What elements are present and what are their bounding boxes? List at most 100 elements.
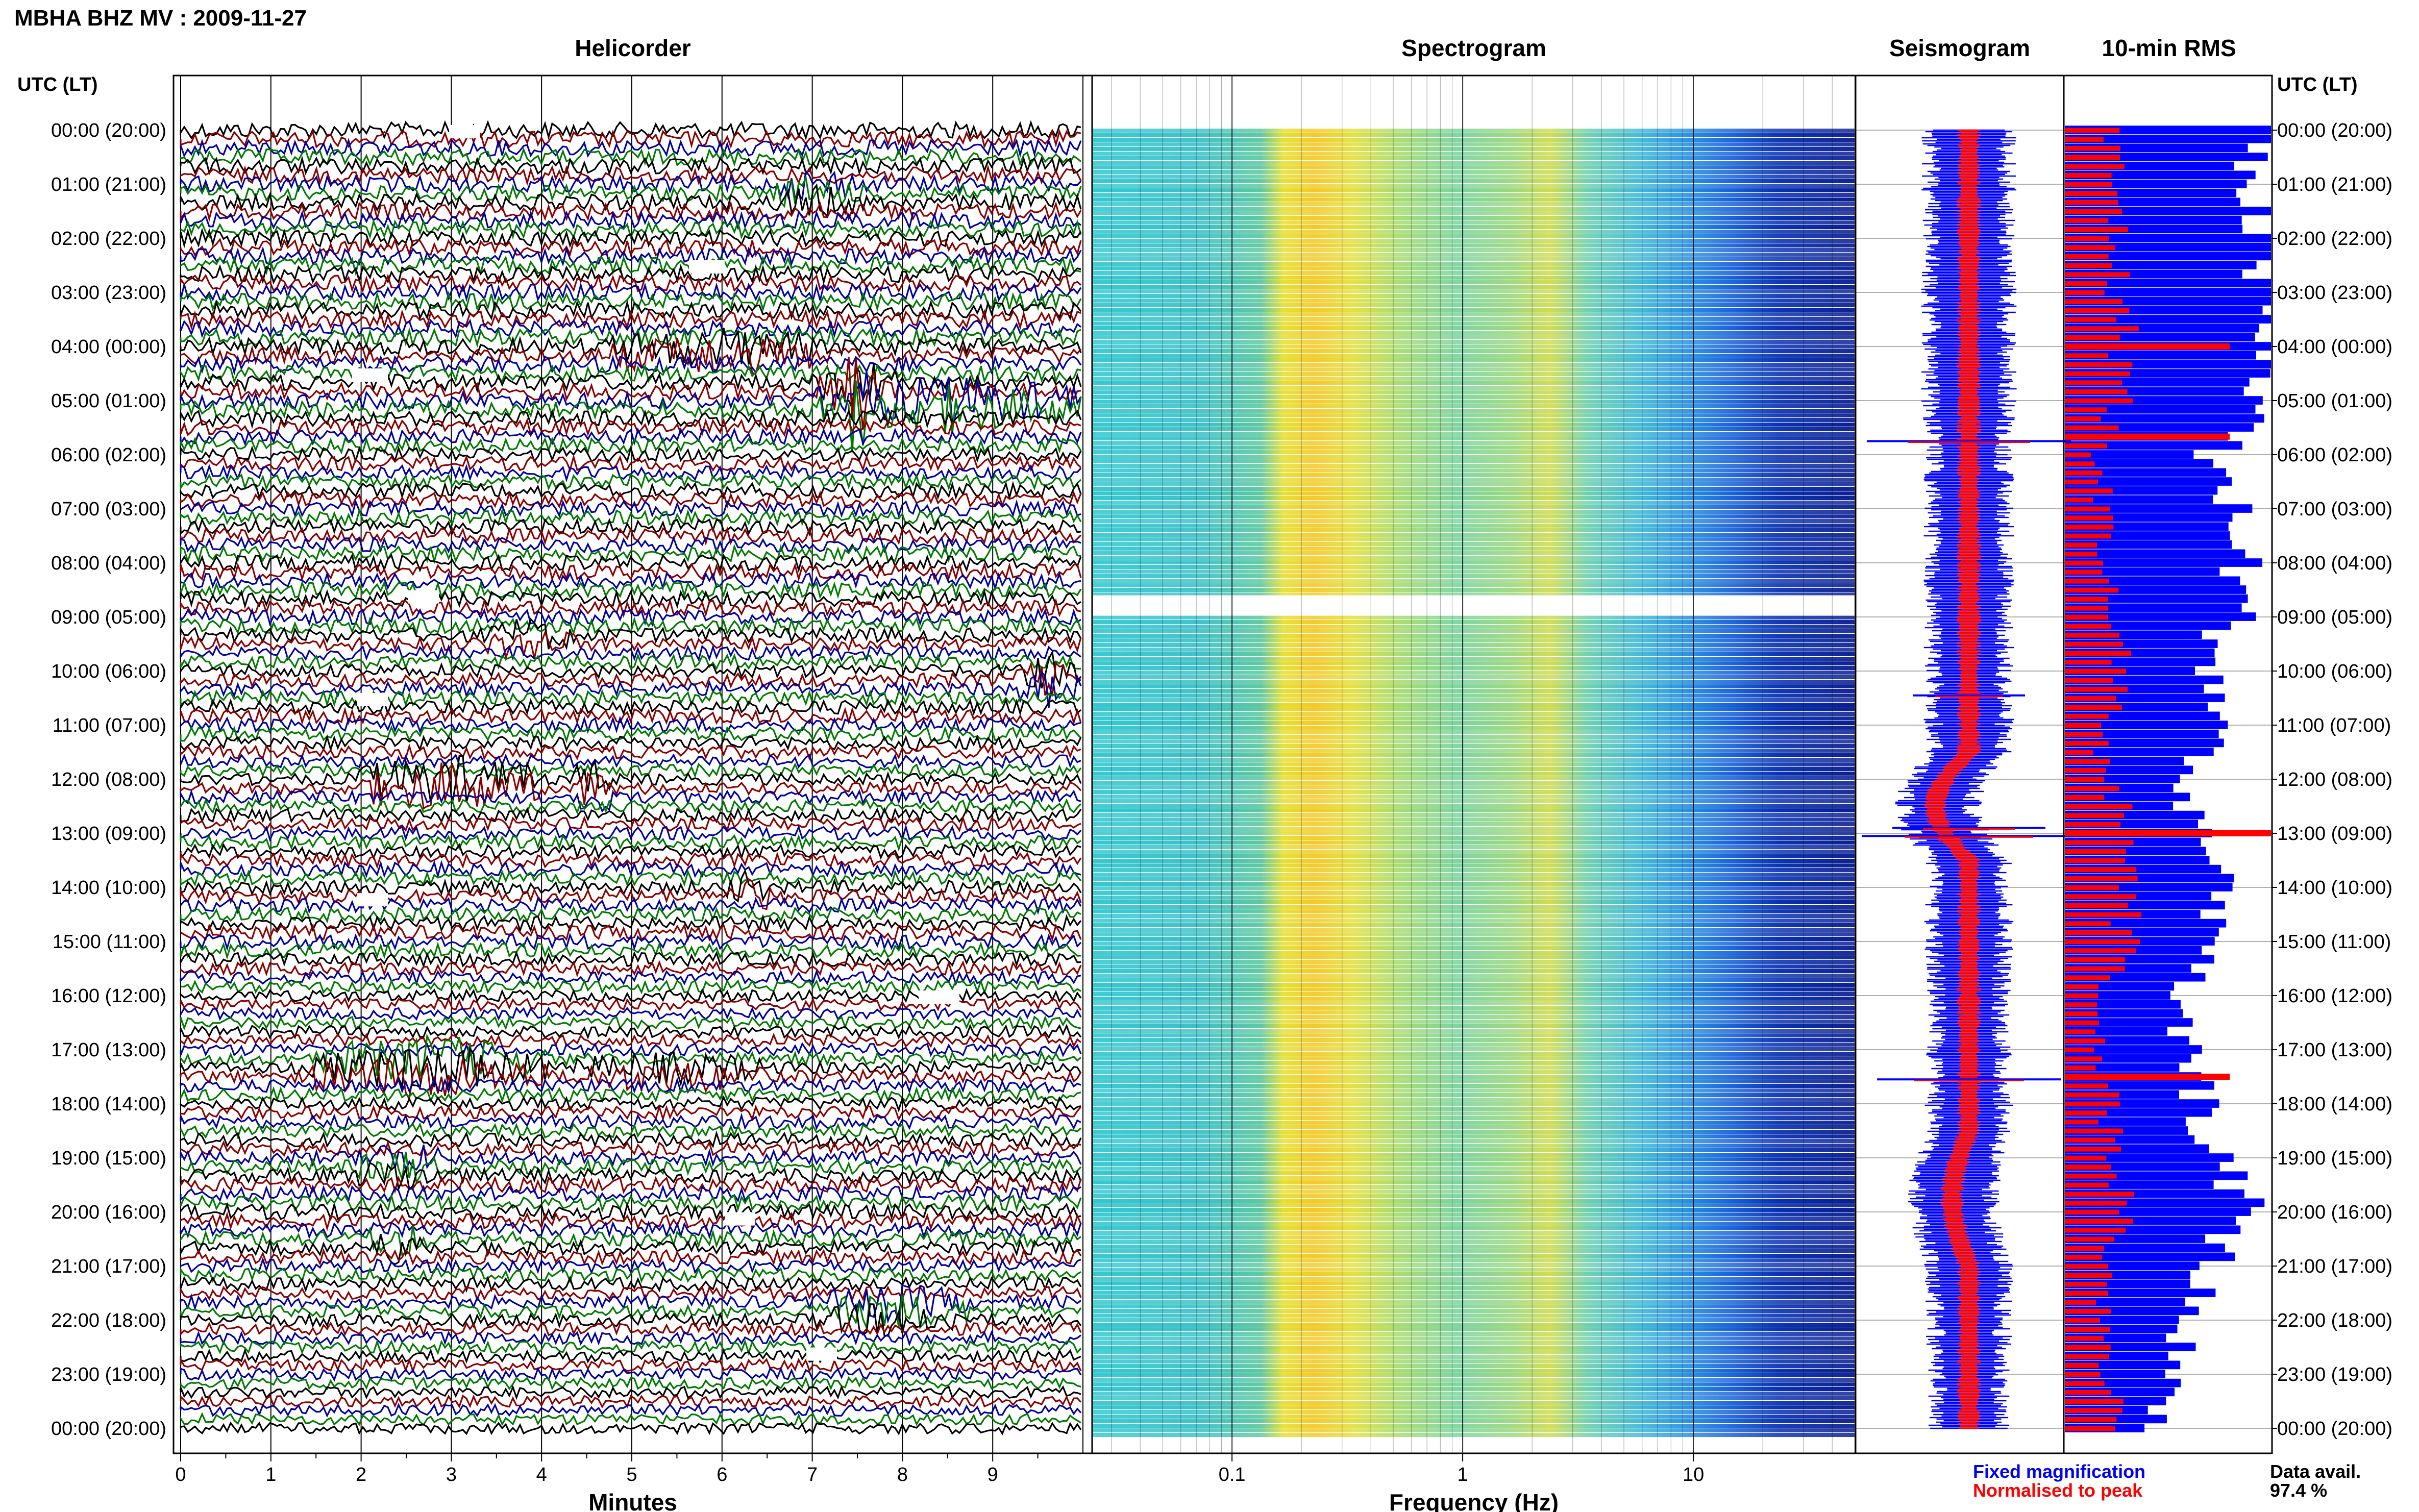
spectrogram-row xyxy=(1093,262,1855,266)
spectrogram-row xyxy=(1093,436,1855,440)
spectrogram-row xyxy=(1093,423,1855,427)
spectrogram-row xyxy=(1093,344,1855,349)
helicorder-trace xyxy=(180,156,1082,177)
rms-normalised-bar xyxy=(2065,533,2111,539)
rms-normalised-bar xyxy=(2065,903,2128,908)
spectrogram-row xyxy=(1093,1070,1855,1074)
rms-normalised-bar xyxy=(2065,876,2138,881)
helicorder-trace xyxy=(180,869,1082,887)
rms-normalised-bar xyxy=(2065,1083,2108,1088)
spectrogram-row xyxy=(1093,1304,1855,1308)
time-label-right: 01:00 (21:00) xyxy=(2277,174,2392,195)
spectrogram-row xyxy=(1093,1056,1855,1060)
spectrogram-row xyxy=(1093,625,1855,629)
rms-normalised-bar xyxy=(2065,948,2136,953)
rms-normalised-bar xyxy=(2065,245,2115,250)
rms-normalised-bar xyxy=(2065,308,2130,313)
time-label-right: 11:00 (07:00) xyxy=(2277,715,2391,736)
helicorder-x-tick-label: 6 xyxy=(717,1464,727,1485)
spectrogram-row xyxy=(1093,280,1855,284)
spectrogram-row xyxy=(1093,349,1855,353)
rms-peak-bar xyxy=(2065,433,2230,440)
spectrogram-row xyxy=(1093,689,1855,693)
spectrogram-row xyxy=(1093,1396,1855,1400)
spectrogram-row xyxy=(1093,1378,1855,1382)
spectrogram-row xyxy=(1093,1281,1855,1285)
helicorder-trace xyxy=(180,318,1081,339)
spectrogram-row xyxy=(1093,1323,1855,1327)
rms-fixed-bar xyxy=(2065,495,2213,504)
spectrogram-row xyxy=(1093,969,1855,973)
spectrogram-row xyxy=(1093,400,1855,404)
helicorder-trace xyxy=(180,1024,1082,1040)
rms-normalised-bar xyxy=(2065,705,2122,710)
spectrogram-row xyxy=(1093,1139,1855,1143)
spectrogram-row xyxy=(1093,147,1855,151)
rms-normalised-bar xyxy=(2065,641,2123,647)
rms-normalised-bar xyxy=(2065,1002,2097,1007)
helicorder-trace xyxy=(180,833,1081,852)
helicorder-trace xyxy=(180,1267,1081,1284)
spectrogram-row xyxy=(1093,138,1855,142)
spectrogram-row xyxy=(1093,1346,1855,1350)
helicorder-trace xyxy=(180,1330,1081,1347)
spectrogram-row xyxy=(1093,569,1855,574)
helicorder-x-tick-label: 3 xyxy=(446,1464,457,1485)
spectrogram-row xyxy=(1093,946,1855,950)
helicorder-trace xyxy=(180,1095,1081,1113)
helicorder-gap xyxy=(725,1212,755,1226)
rms-normalised-bar xyxy=(2065,1381,2105,1386)
spectrogram-row xyxy=(1093,551,1855,555)
time-label-right: 20:00 (16:00) xyxy=(2277,1202,2392,1223)
spectrogram-row xyxy=(1093,299,1855,303)
spectrogram-row xyxy=(1093,753,1855,757)
spectrogram-row xyxy=(1093,326,1855,330)
rms-normalised-bar xyxy=(2065,912,2141,918)
spectrogram-row xyxy=(1093,1433,1855,1437)
rms-normalised-bar xyxy=(2065,984,2099,989)
helicorder-trace xyxy=(180,354,1082,376)
spectrogram-row xyxy=(1093,1212,1855,1217)
rms-normalised-bar xyxy=(2065,678,2113,683)
spectrogram-row xyxy=(1093,335,1855,339)
spectrogram-row xyxy=(1093,1111,1855,1116)
spectrogram-row xyxy=(1093,276,1855,280)
helicorder-trace xyxy=(180,960,1082,978)
spectrogram-row xyxy=(1093,1199,1855,1203)
helicorder-trace xyxy=(180,1412,1081,1426)
spectrogram-row xyxy=(1093,565,1855,569)
spectrogram-row xyxy=(1093,620,1855,624)
time-label-left: 08:00 (04:00) xyxy=(51,553,166,574)
spectrogram-plot xyxy=(1093,76,1855,1453)
rms-fixed-bar xyxy=(2065,504,2253,513)
spectrogram-row xyxy=(1093,556,1855,560)
rms-fixed-bar xyxy=(2065,468,2227,477)
spectrogram-row xyxy=(1093,914,1855,918)
spectrogram-row xyxy=(1093,1088,1855,1093)
rms-peak-bar xyxy=(2065,830,2271,836)
rms-normalised-bar xyxy=(2065,957,2126,962)
seismogram-title: Seismogram xyxy=(1889,35,2030,61)
spectrogram-row xyxy=(1093,840,1855,845)
rms-normalised-bar xyxy=(2065,362,2133,367)
spectrogram-row xyxy=(1093,817,1855,822)
rms-normalised-bar xyxy=(2065,560,2103,566)
rms-normalised-bar xyxy=(2065,1092,2119,1098)
rms-normalised-bar xyxy=(2065,425,2119,431)
spectrogram-row xyxy=(1093,478,1855,482)
spectrogram-row xyxy=(1093,703,1855,707)
rms-normalised-bar xyxy=(2065,813,2124,818)
rms-normalised-bar xyxy=(2065,732,2103,737)
rms-normalised-bar xyxy=(2065,389,2128,394)
helicorder-gap xyxy=(449,125,480,138)
time-label-right: 07:00 (03:00) xyxy=(2277,499,2392,520)
time-label-right: 00:00 (20:00) xyxy=(2277,120,2392,141)
helicorder-trace xyxy=(180,237,1082,258)
spectrogram-row xyxy=(1093,739,1855,743)
helicorder-trace xyxy=(180,670,1082,708)
rms-normalised-bar xyxy=(2065,795,2105,800)
spectrogram-row xyxy=(1093,547,1855,551)
time-label-left: 20:00 (16:00) xyxy=(51,1202,166,1223)
spectrogram-row xyxy=(1093,317,1855,321)
time-label-right: 17:00 (13:00) xyxy=(2277,1039,2392,1061)
